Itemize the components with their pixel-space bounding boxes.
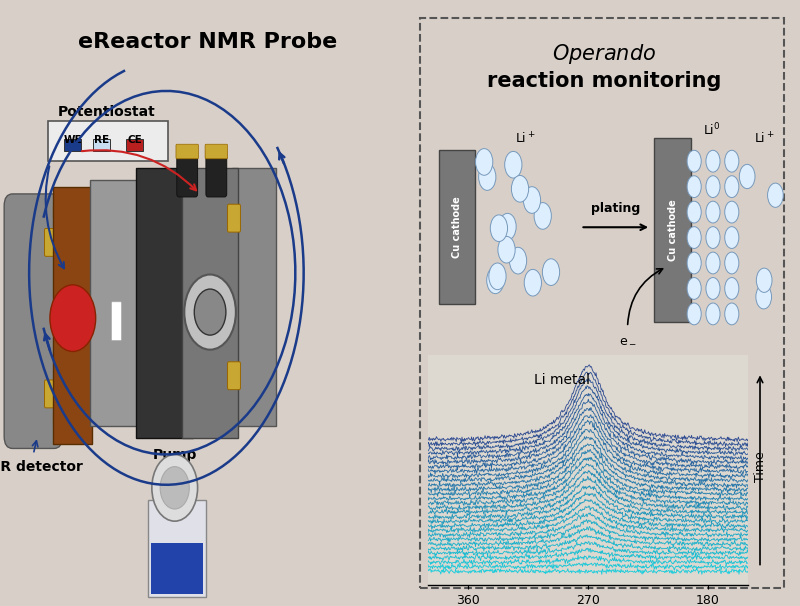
Text: Cu cathode: Cu cathode [452,196,462,258]
Circle shape [687,201,702,223]
Text: eReactor NMR Probe: eReactor NMR Probe [78,32,338,53]
Text: Li metal: Li metal [534,373,590,387]
FancyBboxPatch shape [176,144,198,159]
FancyBboxPatch shape [111,302,122,341]
Text: WE: WE [63,135,82,145]
FancyBboxPatch shape [151,543,202,594]
Circle shape [767,183,783,207]
Circle shape [706,227,720,248]
Circle shape [490,215,507,242]
FancyBboxPatch shape [54,187,92,444]
Circle shape [50,285,96,351]
FancyBboxPatch shape [148,500,206,597]
Text: Li$^0$: Li$^0$ [703,122,721,139]
Circle shape [505,152,522,178]
FancyBboxPatch shape [93,139,110,151]
Circle shape [194,289,226,335]
Circle shape [687,252,702,274]
Text: Cu cathode: Cu cathode [667,199,678,261]
Circle shape [725,227,739,248]
Circle shape [706,176,720,198]
FancyBboxPatch shape [177,148,198,197]
Circle shape [687,176,702,198]
Circle shape [478,164,496,190]
FancyBboxPatch shape [45,228,58,256]
Circle shape [706,278,720,299]
Circle shape [498,236,515,263]
Circle shape [706,303,720,325]
Circle shape [725,176,739,198]
Circle shape [706,252,720,274]
Circle shape [756,268,772,292]
Text: NMR detector: NMR detector [0,459,83,474]
Text: Li$^+$: Li$^+$ [754,132,775,147]
Circle shape [687,150,702,172]
FancyBboxPatch shape [90,180,138,426]
Circle shape [523,187,541,213]
Circle shape [687,303,702,325]
Circle shape [489,263,506,290]
Text: e$_-$: e$_-$ [618,333,637,346]
Text: plating: plating [591,202,640,215]
Circle shape [725,201,739,223]
FancyBboxPatch shape [54,206,201,219]
Circle shape [511,176,529,202]
Circle shape [725,303,739,325]
FancyBboxPatch shape [126,139,143,151]
Circle shape [486,267,504,294]
Circle shape [184,275,236,350]
FancyBboxPatch shape [654,138,691,322]
FancyBboxPatch shape [54,412,201,425]
Circle shape [687,227,702,248]
Text: Li$^+$: Li$^+$ [515,132,536,147]
Circle shape [499,213,516,240]
Circle shape [725,278,739,299]
FancyBboxPatch shape [4,194,62,448]
Circle shape [542,259,560,285]
FancyBboxPatch shape [227,204,241,232]
FancyBboxPatch shape [205,144,227,159]
Circle shape [152,454,198,521]
Circle shape [706,201,720,223]
FancyBboxPatch shape [227,362,241,390]
FancyBboxPatch shape [136,168,193,438]
Text: RE: RE [94,135,110,145]
Circle shape [725,150,739,172]
Text: CE: CE [128,135,142,145]
Circle shape [534,202,551,229]
Circle shape [475,148,493,175]
Circle shape [739,164,755,188]
Text: $\it{Operando}$
reaction monitoring: $\it{Operando}$ reaction monitoring [487,42,721,91]
Circle shape [524,270,542,296]
Text: Pump: Pump [153,447,197,462]
Circle shape [510,247,526,274]
FancyBboxPatch shape [182,168,238,438]
Circle shape [687,278,702,299]
FancyBboxPatch shape [206,148,226,197]
Text: Potentiostat: Potentiostat [58,105,156,119]
FancyBboxPatch shape [438,150,475,304]
FancyBboxPatch shape [232,168,276,426]
Text: Time: Time [754,451,766,482]
Circle shape [756,285,771,309]
Circle shape [706,150,720,172]
Circle shape [725,252,739,274]
FancyBboxPatch shape [64,139,81,151]
FancyBboxPatch shape [45,380,58,408]
Circle shape [160,467,190,509]
FancyBboxPatch shape [48,121,169,161]
